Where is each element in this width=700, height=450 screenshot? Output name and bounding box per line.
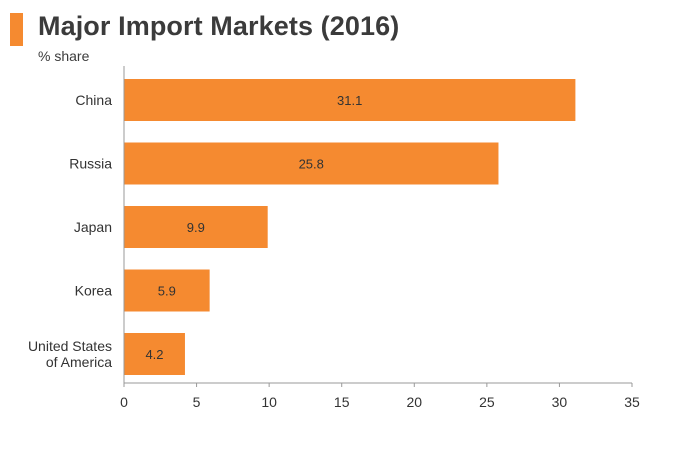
x-tick-label: 25 xyxy=(479,394,495,410)
chart-title: Major Import Markets (2016) xyxy=(38,11,400,41)
x-tick-label: 20 xyxy=(406,394,422,410)
bar-russia xyxy=(124,142,499,185)
x-tick-label: 5 xyxy=(193,394,201,410)
bar-value-label: 5.9 xyxy=(158,284,176,299)
bar-japan xyxy=(124,206,268,248)
x-tick-label: 0 xyxy=(120,394,128,410)
x-tick-label: 30 xyxy=(552,394,568,410)
category-label: China xyxy=(75,92,112,108)
chart-subtitle: % share xyxy=(38,48,90,64)
category-label: Japan xyxy=(74,219,112,235)
x-tick-label: 35 xyxy=(624,394,640,410)
bar-china xyxy=(124,79,576,121)
title-accent-bar xyxy=(10,13,23,46)
bar-value-label: 25.8 xyxy=(299,157,324,172)
bar-united-states-of-america xyxy=(124,333,185,375)
bar-value-label: 4.2 xyxy=(145,347,163,362)
bar-value-label: 9.9 xyxy=(187,220,205,235)
category-label: United States xyxy=(28,338,112,354)
bar-value-label: 31.1 xyxy=(337,93,362,108)
x-tick-label: 15 xyxy=(334,394,350,410)
category-label: Russia xyxy=(69,156,112,172)
bar-korea xyxy=(124,269,210,312)
category-label: Korea xyxy=(75,283,113,299)
category-label: of America xyxy=(46,354,112,370)
x-tick-label: 10 xyxy=(261,394,277,410)
